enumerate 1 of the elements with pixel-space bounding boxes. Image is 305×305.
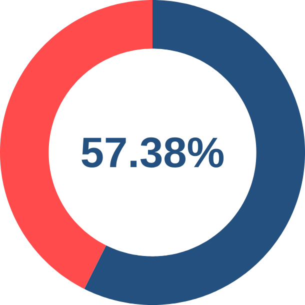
text: 57.38%	[82, 137, 224, 168]
